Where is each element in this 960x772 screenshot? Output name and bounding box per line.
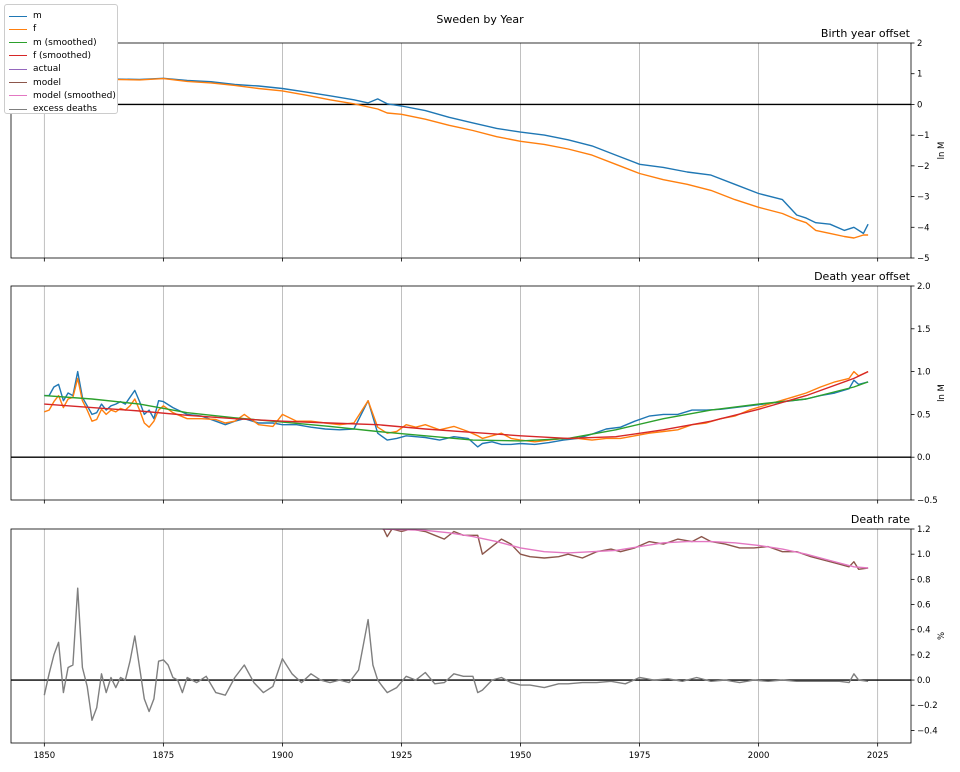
legend-swatch	[9, 15, 27, 17]
y-tick-label: 0.8	[917, 575, 931, 585]
series-line-f-smoothed-	[44, 370, 869, 440]
legend-label: actual	[33, 64, 61, 75]
legend-entry: f (smoothed)	[9, 50, 91, 62]
legend-swatch	[9, 42, 27, 44]
panel-title: Birth year offset	[821, 27, 911, 40]
x-tick-label: 1950	[510, 751, 532, 761]
panel-3: 1850 1875 1900 1925 1950 1975 2000 2025 −0.4 −0.2…	[10, 513, 947, 761]
y-tick-label: 0.6	[917, 601, 931, 611]
y-tick-label: −1	[917, 131, 930, 141]
y-tick-label: 1.0	[917, 550, 931, 560]
legend-label: m	[33, 11, 42, 21]
series-line-model-smoothed-	[382, 529, 869, 569]
legend-entry: model (smoothed)	[9, 90, 116, 102]
series-line-f	[11, 77, 869, 239]
legend-label: f	[33, 24, 37, 35]
series-line-excess-deaths	[43, 587, 869, 721]
series-line-model	[382, 529, 869, 570]
y-tick-label: 1	[917, 70, 922, 80]
legend-entry: excess deaths	[9, 103, 97, 115]
y-tick-label: 2	[917, 39, 922, 49]
legend-label: model (smoothed)	[33, 90, 116, 101]
series-group	[11, 77, 869, 239]
y-tick-label: 0.0	[917, 676, 931, 686]
legend-label: m (smoothed)	[33, 37, 97, 48]
legend-entry: m	[9, 10, 42, 22]
y-tick-label: 0	[917, 100, 922, 110]
panel-title: Death rate	[851, 513, 910, 526]
x-tick-label: 1875	[153, 751, 175, 761]
axes-frame	[10, 42, 912, 259]
series-line-m	[11, 77, 869, 235]
legend-label: excess deaths	[33, 104, 97, 115]
y-tick-label: 0.5	[917, 410, 931, 420]
y-tick-label: −4	[917, 223, 930, 233]
y-tick-label: 1.2	[917, 525, 931, 535]
y-tick-label: 0.2	[917, 651, 931, 661]
y-axis-label: ln M	[937, 384, 947, 402]
panel-1: −5 −4 −3 −2 −1 0 1 2 ln M Birth year offset	[10, 27, 947, 264]
legend-entry: actual	[9, 63, 61, 75]
panel-title: Death year offset	[814, 270, 911, 283]
legend-swatch	[9, 55, 27, 57]
x-tick-label: 1850	[34, 751, 56, 761]
y-tick-label: −3	[917, 193, 930, 203]
x-tick-label: 1975	[629, 751, 651, 761]
legend-entry: model	[9, 77, 61, 89]
legend-label: model	[33, 77, 62, 88]
y-tick-label: −0.2	[917, 701, 938, 711]
legend-entry: f	[9, 23, 36, 35]
legend-swatch	[9, 68, 27, 70]
y-tick-label: −0.5	[917, 496, 938, 506]
y-tick-label: 1.5	[917, 325, 931, 335]
x-tick-label: 1925	[391, 751, 413, 761]
y-tick-label: 0.0	[917, 453, 931, 463]
figure-title: Sweden by Year	[436, 13, 524, 26]
series-group	[44, 370, 869, 448]
legend-entry: m (smoothed)	[9, 37, 97, 49]
x-tick-label: 2000	[748, 751, 770, 761]
x-tick-label: 1900	[272, 751, 294, 761]
y-tick-label: 2.0	[917, 282, 931, 292]
legend-swatch	[9, 28, 27, 30]
legend-swatch	[9, 108, 27, 110]
x-tick-label: 2025	[867, 751, 889, 761]
series-group	[43, 529, 869, 721]
y-tick-label: −2	[917, 162, 930, 172]
legend-swatch	[9, 95, 27, 97]
series-line-m-smoothed-	[44, 381, 869, 442]
y-tick-label: −0.4	[917, 726, 938, 736]
y-tick-label: 0.4	[917, 626, 931, 636]
y-axis-label: ln M	[937, 142, 947, 160]
y-tick-label: 1.0	[917, 368, 931, 378]
axes-frame	[10, 285, 912, 501]
legend-swatch	[9, 82, 27, 83]
axes-frame	[10, 528, 912, 744]
y-axis-label: %	[937, 632, 947, 640]
panel-2: −0.5 0.0 0.5 1.0 1.5 2.0 ln M Death year offset	[10, 270, 947, 506]
y-tick-label: −5	[917, 254, 930, 264]
legend-label: f (smoothed)	[33, 50, 92, 61]
